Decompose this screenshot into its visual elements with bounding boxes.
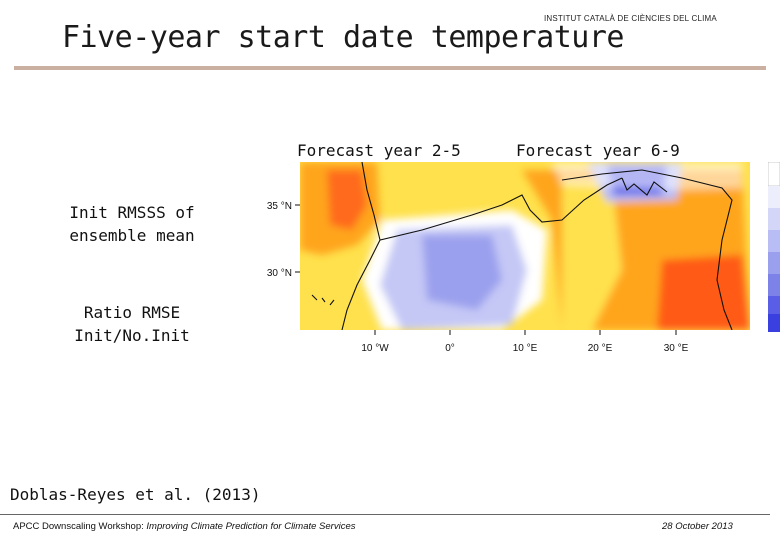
row-label-ratio-rmse: Ratio RMSE Init/No.Init bbox=[74, 303, 190, 345]
footer-date: 28 October 2013 bbox=[662, 521, 733, 532]
column-label-forecast-6-9: Forecast year 6-9 bbox=[516, 141, 680, 160]
yellow-band-east bbox=[562, 180, 622, 330]
lon-tick-30e: 30 °E bbox=[664, 343, 689, 354]
red-region-east bbox=[657, 255, 750, 330]
title-divider bbox=[14, 66, 766, 70]
color-bar bbox=[768, 162, 780, 332]
slide-title: Five-year start date temperature bbox=[62, 20, 624, 55]
reference-citation: Doblas-Reyes et al. (2013) bbox=[10, 485, 261, 504]
lat-tick-30n: 30 °N bbox=[267, 268, 292, 279]
lon-tick-20e: 20 °E bbox=[588, 343, 613, 354]
temperature-skill-map: 35 °N 30 °N 10 °W 0° 10 °E 20 °E 30 °E bbox=[267, 162, 750, 354]
red-region-west bbox=[327, 170, 367, 230]
lon-tick-0: 0° bbox=[445, 343, 455, 354]
coastline bbox=[311, 162, 733, 330]
institute-name: INSTITUT CATALÀ DE CIÈNCIES DEL CLIMA bbox=[544, 14, 717, 23]
lat-ticks: 35 °N 30 °N bbox=[267, 201, 300, 279]
lon-tick-10e: 10 °E bbox=[513, 343, 538, 354]
footer-workshop: APCC Downscaling Workshop: Improving Cli… bbox=[13, 521, 355, 532]
lon-tick-10w: 10 °W bbox=[361, 343, 389, 354]
column-label-forecast-2-5: Forecast year 2-5 bbox=[297, 141, 461, 160]
footer-workshop-subtitle: Improving Climate Prediction for Climate… bbox=[146, 521, 356, 532]
footer-workshop-name: APCC Downscaling Workshop: bbox=[13, 521, 147, 532]
row-label-rmsss: Init RMSSS of ensemble mean bbox=[69, 203, 195, 245]
white-region-north bbox=[552, 162, 742, 190]
lon-ticks: 10 °W 0° 10 °E 20 °E 30 °E bbox=[361, 330, 689, 354]
blue-region-center bbox=[422, 235, 502, 310]
lat-tick-35n: 35 °N bbox=[267, 201, 292, 212]
footer-divider bbox=[0, 514, 770, 515]
